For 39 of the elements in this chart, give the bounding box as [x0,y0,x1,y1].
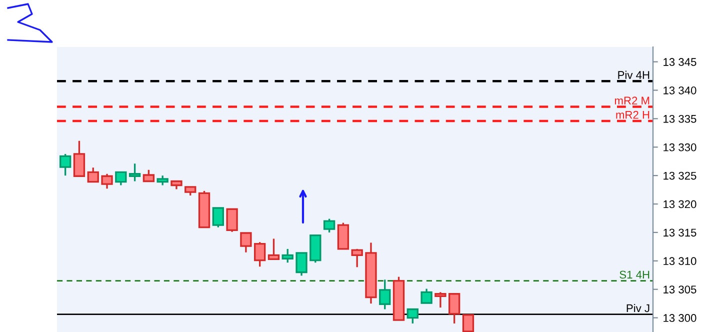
candlestick [254,241,266,268]
y-tick-label: 13 315 [664,228,696,237]
y-tick-label: 13 325 [664,172,696,180]
y-tick-label: 13 345 [664,58,696,66]
candlestick [351,248,363,268]
y-tick-label: 13 300 [664,314,696,322]
candlestick [434,291,446,308]
candlestick [240,232,252,254]
candlestick [142,169,155,182]
candlestick [212,207,224,228]
candlestick [282,248,294,264]
candlestick [101,173,113,190]
candlestick [296,252,308,277]
y-tick-label: 13 305 [664,286,696,294]
candlestick [226,208,238,233]
y-tick-label: 13 330 [664,143,696,152]
candlestick [406,308,418,324]
candlestick [128,162,141,182]
ref-line-label: Piv 4H [618,70,650,79]
ref-line-label: mR2 H [616,110,650,119]
candlestick [268,238,280,260]
ref-line-label: mR2 M [614,96,650,104]
candlestick [420,288,432,304]
candlestick [156,174,168,186]
ref-line-label: S1 4H [620,270,650,279]
y-tick-label: 13 310 [664,257,696,266]
candlestick [379,278,391,310]
candlestick [60,153,72,176]
candlestick [115,171,127,186]
candlestick [462,314,474,332]
ref-line-label: Piv J [626,304,650,312]
candlestick [448,293,460,324]
y-tick-label: 13 320 [664,200,696,208]
y-tick-label: 13 335 [664,114,696,123]
candlestick [87,166,99,183]
candlestick [73,140,86,177]
y-tick-label: 13 340 [664,86,696,94]
candlestick [323,218,336,234]
candlestick [337,222,350,250]
